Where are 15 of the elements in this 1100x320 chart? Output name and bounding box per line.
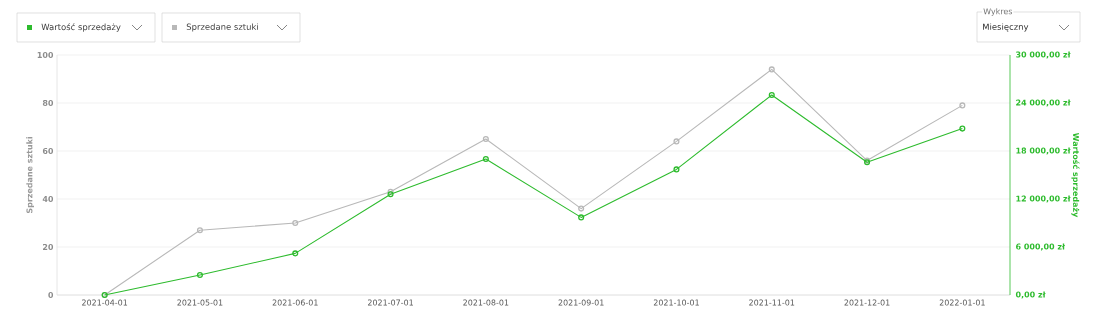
point (196, 271, 203, 279)
point (673, 166, 680, 173)
point (578, 205, 585, 212)
point (482, 155, 489, 163)
point (292, 250, 299, 257)
legend-label: Sprzedane sztuki (186, 23, 258, 32)
legend-label: Wartość sprzedaży (41, 23, 121, 32)
point (482, 135, 489, 143)
point (292, 219, 299, 227)
point (578, 214, 585, 221)
text: Miesięczny (983, 23, 1029, 32)
point (196, 227, 203, 234)
point (768, 66, 775, 73)
point (673, 138, 680, 145)
point (768, 91, 775, 99)
